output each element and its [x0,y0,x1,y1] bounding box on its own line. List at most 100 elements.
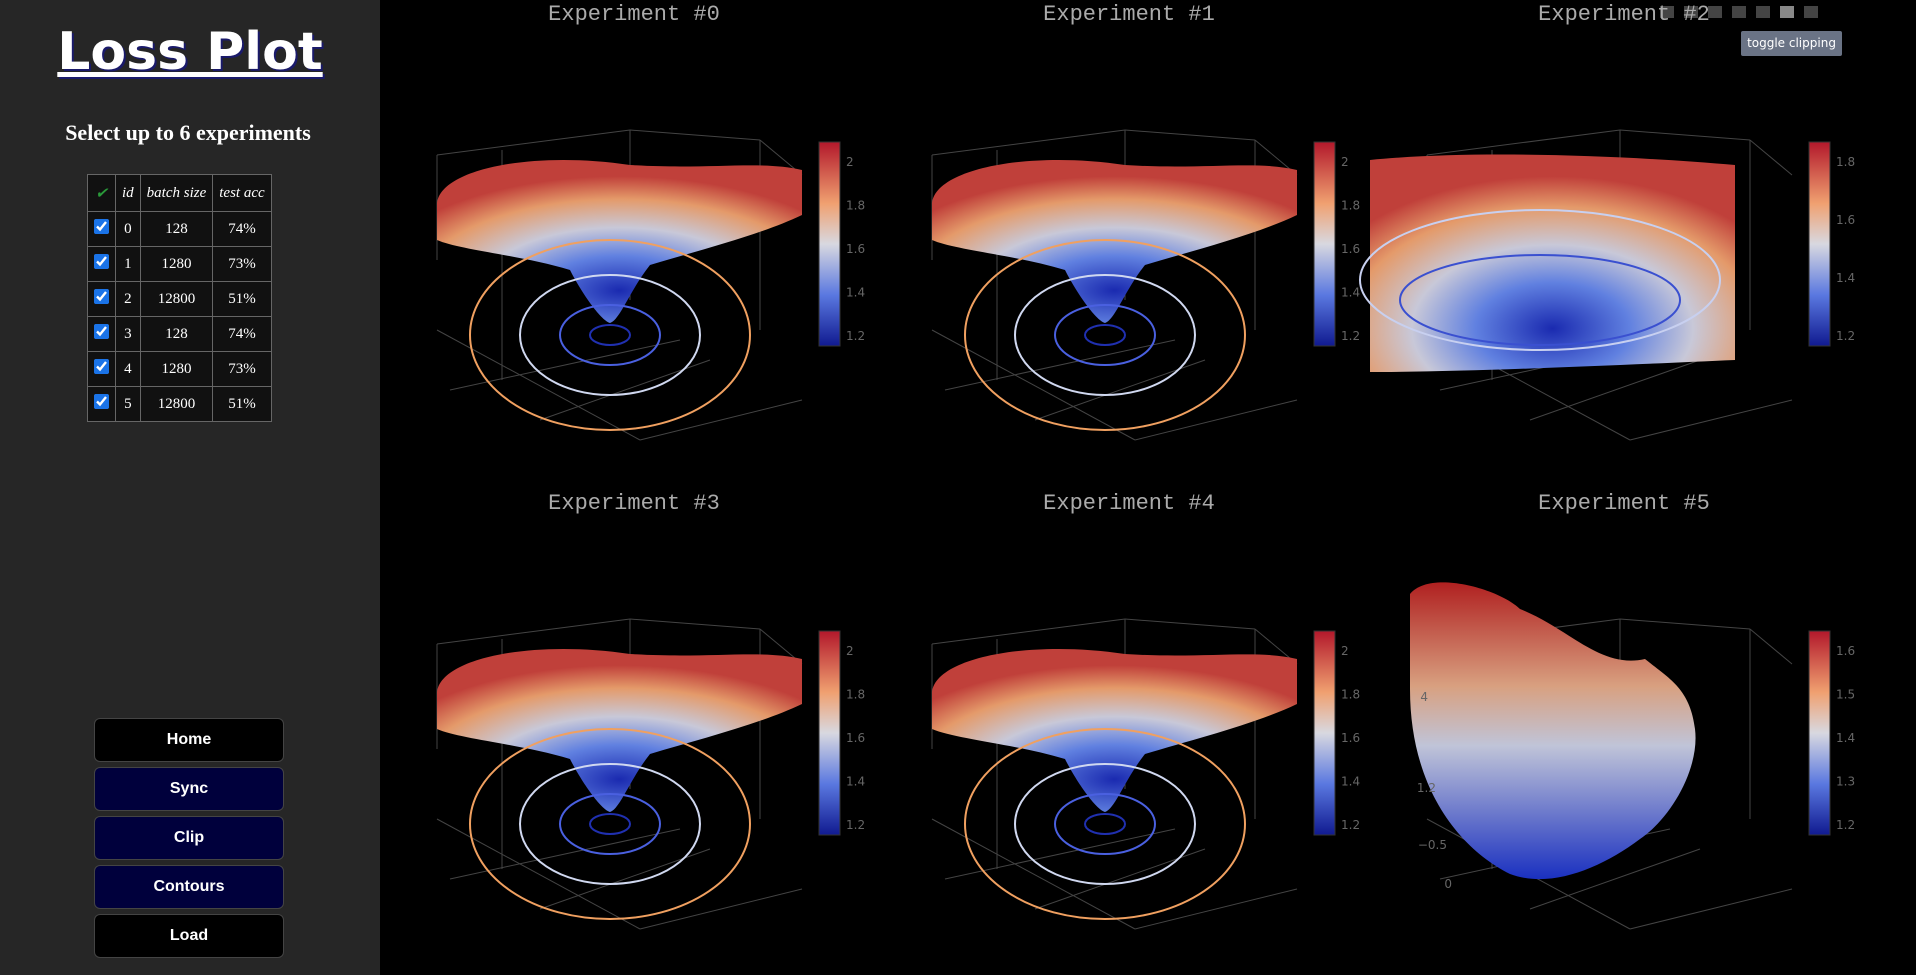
colorbar [1313,141,1336,347]
colorbar-tick-label: 1.8 [846,199,865,213]
sidebar: Loss Plot Select up to 6 experiments ✔ id… [0,0,380,975]
checkbox[interactable] [94,394,109,409]
colorbar-tick-label: 1.6 [1836,644,1855,658]
table-cell: 74% [212,211,272,247]
colorbar-tick-label: 1.2 [846,818,865,832]
table-cell: 51% [212,281,272,317]
contour [1359,209,1721,351]
surface [437,159,802,323]
colorbar-tick-label: 1.8 [1341,688,1360,702]
axis-tick-label: 4 [1420,690,1428,704]
axis-tick-label: −0.5 [1418,838,1447,852]
colorbar [818,630,841,836]
contour [964,728,1246,920]
colorbar-tick-label: 1.4 [1836,271,1855,285]
column-header: batch size [139,174,214,212]
colorbar-tick-label: 1.6 [1341,731,1360,745]
contour [1399,254,1681,346]
wireframe [1629,888,1793,930]
contour [964,239,1246,431]
wireframe [1426,129,1621,156]
plot-title: Experiment #4 [1043,491,1215,516]
table-cell: 4 [115,351,141,387]
wireframe [1749,139,1793,176]
colorbar [1313,630,1336,836]
contour [589,813,631,835]
plot-title: Experiment #1 [1043,2,1215,27]
table-row: 4 1280 73% [87,351,272,387]
axis-tick-label: 0 [1444,877,1452,891]
contour [589,324,631,346]
table-cell: 128 [139,211,214,247]
colorbar-tick-label: 1.8 [1341,199,1360,213]
colorbar-tick-label: 2 [1341,155,1349,169]
select-cell [87,281,116,317]
table-cell: 74% [212,316,272,352]
checkbox[interactable] [94,254,109,269]
surface [932,159,1297,323]
wireframe [1619,618,1751,630]
select-cell [87,246,116,282]
plot: Experiment #5 1.6 1.5 1.4 1.3 1.2 4 1.2 −0.5 0 [1410,491,1855,930]
table-cell: 5 [115,386,141,422]
surface [932,648,1297,812]
checkbox[interactable] [94,324,109,339]
contour [1014,274,1196,396]
checkbox[interactable] [94,289,109,304]
colorbar-tick-label: 1.8 [1836,155,1855,169]
app-title: Loss Plot [57,22,323,82]
surface [437,648,802,812]
colorbar-tick-label: 1.2 [1836,818,1855,832]
colorbar [1808,630,1831,836]
wireframe [436,129,631,156]
wireframe [1134,399,1298,441]
surface [1410,582,1696,880]
nav-button[interactable]: Clip [94,816,284,860]
table-cell: 73% [212,246,272,282]
select-cell [87,386,116,422]
plot-title: Experiment #5 [1538,491,1710,516]
table-cell: 1 [115,246,141,282]
experiment-table: ✔ id batch size test acc 0 128 74% 1 1280 73% 2 128… [87,174,272,422]
select-cell [87,351,116,387]
contour [1054,793,1156,855]
colorbar-tick-label: 1.6 [1341,242,1360,256]
colorbar-tick-label: 2 [1341,644,1349,658]
table-cell: 12800 [139,386,214,422]
table-cell: 12800 [139,281,214,317]
contour [469,728,751,920]
column-header: id [115,174,141,212]
table-row: 1 1280 73% [87,246,272,282]
table-row: 3 128 74% [87,316,272,352]
table-cell: 2 [115,281,141,317]
wireframe [931,818,1136,930]
colorbar-tick-label: 1.4 [1341,775,1360,789]
wireframe [639,888,803,930]
table-cell: 1280 [139,351,214,387]
nav-button[interactable]: Home [94,718,284,762]
table-row: 0 128 74% [87,211,272,247]
contour [519,274,701,396]
wireframe [931,129,1126,156]
wireframe [436,618,631,645]
checkbox[interactable] [94,359,109,374]
plot-grid: Experiment #0 2 1.8 1.6 1.4 1.2 Experiment #1 2… [436,2,1855,930]
contour [559,793,661,855]
colorbar-tick-label: 1.4 [1836,731,1855,745]
plot-title: Experiment #2 [1538,2,1710,27]
table-cell: 51% [212,386,272,422]
wireframe [1749,628,1793,665]
checkbox[interactable] [94,219,109,234]
colorbar-tick-label: 1.5 [1836,688,1855,702]
colorbar-tick-label: 1.3 [1836,775,1855,789]
contour [1084,813,1126,835]
colorbar-tick-label: 1.4 [846,775,865,789]
tooltip: toggle clipping [1741,31,1842,56]
nav-button[interactable]: Sync [94,767,284,811]
table-cell: 73% [212,351,272,387]
colorbar-tick-label: 1.8 [846,688,865,702]
nav-button[interactable]: Contours [94,865,284,909]
nav-button[interactable]: Load [94,914,284,958]
colorbar-tick-label: 1.6 [846,242,865,256]
